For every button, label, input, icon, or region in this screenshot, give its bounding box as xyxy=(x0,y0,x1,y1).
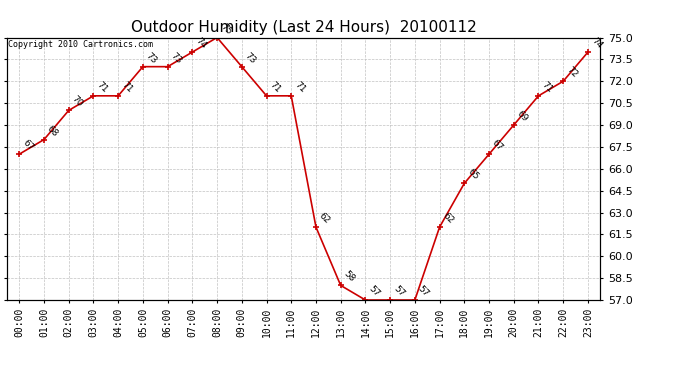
Text: 62: 62 xyxy=(317,211,332,226)
Text: 73: 73 xyxy=(243,51,257,65)
Text: 71: 71 xyxy=(293,80,307,94)
Text: 62: 62 xyxy=(441,211,455,226)
Text: Copyright 2010 Cartronics.com: Copyright 2010 Cartronics.com xyxy=(8,40,153,49)
Text: 71: 71 xyxy=(540,80,554,94)
Text: 67: 67 xyxy=(21,138,35,153)
Text: 74: 74 xyxy=(194,36,208,51)
Text: 72: 72 xyxy=(564,66,579,80)
Text: 75: 75 xyxy=(219,22,233,36)
Text: 57: 57 xyxy=(367,284,382,298)
Text: 71: 71 xyxy=(95,80,109,94)
Text: 65: 65 xyxy=(466,168,480,182)
Text: 57: 57 xyxy=(416,284,431,298)
Text: 71: 71 xyxy=(268,80,282,94)
Text: 57: 57 xyxy=(391,284,406,298)
Text: 70: 70 xyxy=(70,94,85,109)
Text: 68: 68 xyxy=(46,124,60,138)
Text: 74: 74 xyxy=(589,36,604,51)
Text: 67: 67 xyxy=(491,138,505,153)
Title: Outdoor Humidity (Last 24 Hours)  20100112: Outdoor Humidity (Last 24 Hours) 2010011… xyxy=(130,20,477,35)
Text: 73: 73 xyxy=(169,51,184,65)
Text: 58: 58 xyxy=(342,270,357,284)
Text: 71: 71 xyxy=(119,80,134,94)
Text: 69: 69 xyxy=(515,109,530,124)
Text: 73: 73 xyxy=(144,51,159,65)
